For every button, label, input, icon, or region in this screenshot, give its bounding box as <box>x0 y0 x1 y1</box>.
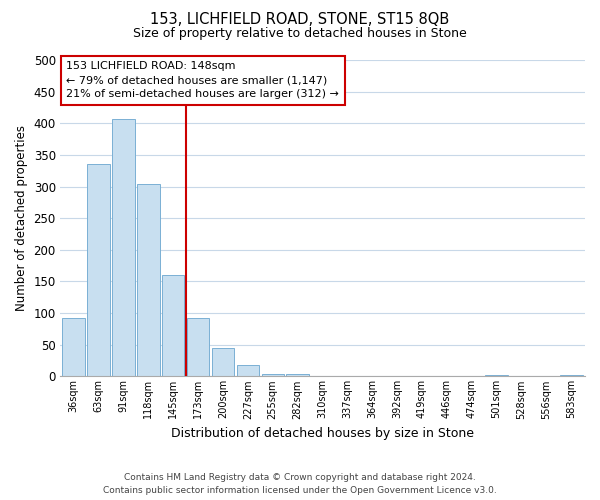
Bar <box>88 164 110 376</box>
X-axis label: Distribution of detached houses by size in Stone: Distribution of detached houses by size … <box>171 427 474 440</box>
Bar <box>262 374 284 376</box>
Text: Contains HM Land Registry data © Crown copyright and database right 2024.
Contai: Contains HM Land Registry data © Crown c… <box>103 473 497 495</box>
Bar <box>62 318 85 376</box>
Text: 153 LICHFIELD ROAD: 148sqm
← 79% of detached houses are smaller (1,147)
21% of s: 153 LICHFIELD ROAD: 148sqm ← 79% of deta… <box>66 62 339 100</box>
Bar <box>485 375 508 376</box>
Bar <box>187 318 209 376</box>
Text: Size of property relative to detached houses in Stone: Size of property relative to detached ho… <box>133 28 467 40</box>
Bar <box>560 375 583 376</box>
Text: 153, LICHFIELD ROAD, STONE, ST15 8QB: 153, LICHFIELD ROAD, STONE, ST15 8QB <box>151 12 449 28</box>
Bar <box>212 348 234 376</box>
Bar <box>137 184 160 376</box>
Bar <box>236 365 259 376</box>
Y-axis label: Number of detached properties: Number of detached properties <box>15 125 28 311</box>
Bar <box>162 275 184 376</box>
Bar <box>112 120 134 376</box>
Bar <box>286 374 309 376</box>
